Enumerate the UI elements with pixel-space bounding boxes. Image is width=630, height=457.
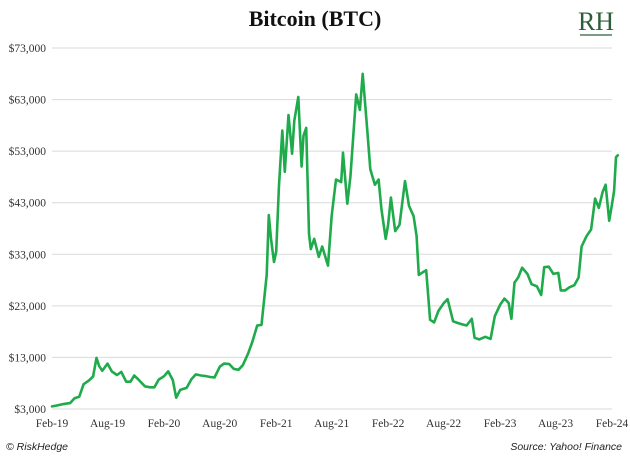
x-axis-tick-labels: Feb-19 Aug-19 Feb-20 Aug-20 Feb-21 Aug-21 Feb-… [36,418,629,430]
source-note: Source: Yahoo! Finance [510,441,622,453]
x-tick-label: Feb-21 [260,418,293,430]
y-tick-label: $73,000 [9,42,47,55]
y-axis-tick-labels: $3,000 $13,000 $23,000 $33,000 $43,000 $53,00… [9,42,47,416]
x-tick-label: Aug-19 [90,418,125,430]
x-tick-label: Feb-20 [148,418,181,430]
y-tick-label: $23,000 [9,300,47,313]
series-line-btc-price [50,72,620,408]
y-tick-label: $53,000 [9,145,47,158]
riskhedge-logo: RH [578,7,614,36]
x-tick-label: Aug-23 [538,418,573,430]
x-tick-label: Feb-23 [484,418,517,430]
x-tick-label: Aug-20 [202,418,237,430]
x-tick-label: Feb-22 [372,418,405,430]
copyright-notice: © RiskHedge [6,441,69,453]
y-tick-label: $43,000 [9,197,47,210]
logo-monogram: RH [578,7,614,36]
x-tick-label: Aug-22 [426,418,461,430]
x-tick-label: Aug-21 [314,418,349,430]
x-tick-label: Feb-19 [36,418,69,430]
x-tick-label: Feb-24 [596,418,629,430]
y-tick-label: $13,000 [9,351,47,364]
y-tick-label: $63,000 [9,94,47,107]
gridlines [52,47,612,410]
y-tick-label: $3,000 [14,403,46,416]
y-tick-label: $33,000 [9,248,47,261]
chart-title: Bitcoin (BTC) [248,6,382,31]
